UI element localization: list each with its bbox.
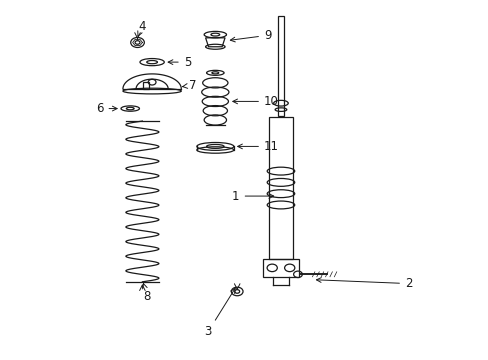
Text: 4: 4 bbox=[138, 20, 146, 36]
Text: 1: 1 bbox=[232, 190, 273, 203]
Text: 7: 7 bbox=[182, 79, 196, 92]
Text: 9: 9 bbox=[230, 29, 271, 42]
Text: 10: 10 bbox=[232, 95, 278, 108]
Text: 5: 5 bbox=[168, 55, 191, 69]
Text: 11: 11 bbox=[237, 140, 278, 153]
Text: 3: 3 bbox=[204, 288, 235, 338]
Text: 6: 6 bbox=[96, 102, 117, 115]
Text: 2: 2 bbox=[316, 277, 411, 290]
Text: 8: 8 bbox=[142, 284, 151, 303]
